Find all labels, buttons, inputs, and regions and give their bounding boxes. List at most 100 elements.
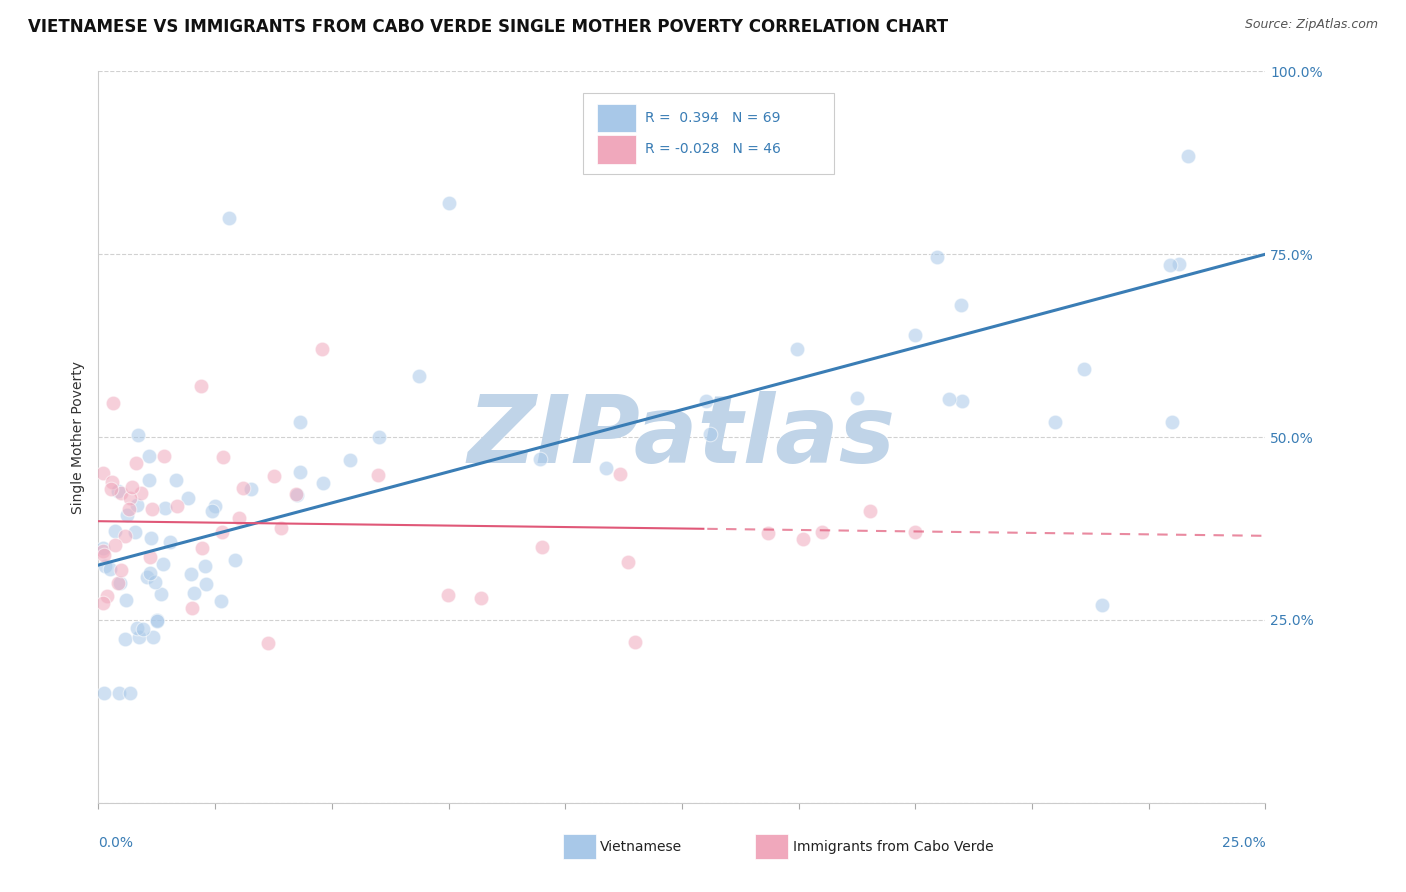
- Point: [93, 686, 115, 700]
- Point: [115, 508, 138, 523]
- Point: [118, 491, 141, 505]
- Point: [149, 587, 172, 601]
- Point: [195, 576, 218, 591]
- Point: [609, 467, 631, 481]
- FancyBboxPatch shape: [596, 103, 637, 132]
- Point: [153, 449, 176, 463]
- Point: [695, 393, 717, 408]
- Point: [949, 298, 972, 312]
- Point: [107, 483, 129, 498]
- Point: [529, 451, 551, 466]
- Point: [180, 567, 202, 582]
- Point: [135, 570, 157, 584]
- Point: [194, 558, 217, 573]
- Point: [904, 327, 927, 342]
- Point: [846, 391, 869, 405]
- Point: [786, 342, 808, 356]
- Text: ZIPatlas: ZIPatlas: [468, 391, 896, 483]
- Point: [96, 589, 118, 603]
- Point: [339, 453, 361, 467]
- Point: [145, 615, 167, 629]
- Point: [114, 632, 136, 646]
- Point: [190, 379, 212, 393]
- Point: [437, 588, 460, 602]
- Text: 0.0%: 0.0%: [98, 836, 134, 850]
- FancyBboxPatch shape: [596, 135, 637, 163]
- Point: [1073, 361, 1095, 376]
- Point: [138, 473, 160, 487]
- Point: [367, 467, 389, 482]
- FancyBboxPatch shape: [562, 834, 596, 859]
- Text: R =  0.394   N = 69: R = 0.394 N = 69: [644, 111, 780, 125]
- Point: [100, 482, 122, 496]
- Point: [191, 541, 214, 555]
- Point: [177, 491, 200, 505]
- FancyBboxPatch shape: [755, 834, 789, 859]
- Point: [595, 461, 617, 475]
- Point: [127, 621, 149, 635]
- Point: [211, 450, 233, 464]
- Point: [110, 563, 132, 577]
- Point: [408, 368, 430, 383]
- Point: [100, 562, 122, 576]
- Point: [141, 532, 163, 546]
- Point: [617, 555, 640, 569]
- Point: [368, 429, 391, 443]
- Point: [91, 596, 114, 610]
- Point: [110, 575, 132, 590]
- Point: [950, 393, 973, 408]
- Point: [159, 535, 181, 549]
- Point: [139, 566, 162, 580]
- Point: [132, 622, 155, 636]
- Point: [91, 541, 114, 555]
- Point: [263, 469, 285, 483]
- Point: [114, 592, 136, 607]
- Point: [165, 473, 187, 487]
- Point: [240, 482, 263, 496]
- Point: [91, 544, 114, 558]
- Point: [104, 524, 127, 538]
- Point: [110, 486, 132, 500]
- Point: [125, 499, 148, 513]
- Point: [114, 529, 136, 543]
- Point: [104, 538, 127, 552]
- Point: [138, 450, 160, 464]
- Point: [124, 524, 146, 539]
- Point: [859, 504, 882, 518]
- Point: [107, 576, 129, 591]
- Y-axis label: Single Mother Poverty: Single Mother Poverty: [72, 360, 86, 514]
- Point: [811, 525, 834, 540]
- Point: [256, 636, 278, 650]
- Point: [311, 343, 333, 357]
- Point: [103, 396, 125, 410]
- Point: [224, 553, 246, 567]
- Point: [209, 594, 232, 608]
- Point: [166, 499, 188, 513]
- Point: [530, 540, 553, 554]
- Point: [756, 525, 779, 540]
- Point: [139, 549, 162, 564]
- Text: Source: ZipAtlas.com: Source: ZipAtlas.com: [1244, 18, 1378, 31]
- Point: [904, 525, 927, 540]
- Point: [141, 501, 163, 516]
- Text: Vietnamese: Vietnamese: [600, 839, 682, 854]
- Text: Immigrants from Cabo Verde: Immigrants from Cabo Verde: [793, 839, 994, 854]
- Point: [1159, 258, 1181, 272]
- Text: VIETNAMESE VS IMMIGRANTS FROM CABO VERDE SINGLE MOTHER POVERTY CORRELATION CHART: VIETNAMESE VS IMMIGRANTS FROM CABO VERDE…: [28, 18, 948, 36]
- Point: [470, 591, 492, 605]
- Point: [1045, 416, 1067, 430]
- Point: [183, 586, 205, 600]
- Point: [143, 574, 166, 589]
- Point: [270, 521, 292, 535]
- Point: [1091, 599, 1114, 613]
- Point: [1177, 149, 1199, 163]
- FancyBboxPatch shape: [582, 94, 834, 174]
- Point: [218, 211, 240, 225]
- Point: [938, 392, 960, 407]
- Point: [699, 427, 721, 442]
- Point: [792, 532, 814, 546]
- Point: [211, 525, 233, 540]
- Point: [155, 501, 177, 516]
- Point: [101, 475, 124, 490]
- Point: [120, 686, 142, 700]
